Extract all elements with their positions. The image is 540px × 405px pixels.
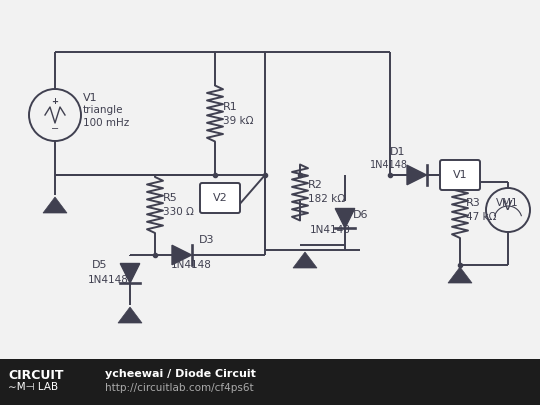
FancyBboxPatch shape xyxy=(440,160,480,190)
Text: V2: V2 xyxy=(213,193,227,203)
Bar xyxy=(0,359,540,405)
Text: 1N4148: 1N4148 xyxy=(310,225,351,235)
Text: −: − xyxy=(51,124,59,134)
Polygon shape xyxy=(335,209,355,228)
Text: 1N4148: 1N4148 xyxy=(171,260,212,270)
Polygon shape xyxy=(118,307,142,323)
Text: R3: R3 xyxy=(466,198,481,208)
Text: 100 mHz: 100 mHz xyxy=(83,118,129,128)
Text: 39 kΩ: 39 kΩ xyxy=(223,115,253,126)
Polygon shape xyxy=(43,197,67,213)
Text: http://circuitlab.com/cf4ps6t: http://circuitlab.com/cf4ps6t xyxy=(105,383,254,393)
Text: V1: V1 xyxy=(83,93,98,103)
Text: 1N4148: 1N4148 xyxy=(370,160,408,170)
Polygon shape xyxy=(293,252,317,268)
Polygon shape xyxy=(172,245,192,265)
Text: R5: R5 xyxy=(163,193,178,203)
FancyBboxPatch shape xyxy=(200,183,240,213)
Polygon shape xyxy=(448,267,472,283)
Text: 182 kΩ: 182 kΩ xyxy=(308,194,345,205)
Text: ycheewai / Diode Circuit: ycheewai / Diode Circuit xyxy=(105,369,256,379)
Text: 47 kΩ: 47 kΩ xyxy=(466,212,496,222)
Text: +: + xyxy=(51,98,58,107)
Text: D5: D5 xyxy=(92,260,107,270)
Text: V: V xyxy=(503,199,513,213)
Text: ∼Μ⊣ LAB: ∼Μ⊣ LAB xyxy=(8,382,58,392)
Polygon shape xyxy=(407,165,427,185)
Polygon shape xyxy=(120,264,140,283)
Text: triangle: triangle xyxy=(83,105,124,115)
Text: D1: D1 xyxy=(390,147,406,157)
Text: D3: D3 xyxy=(199,235,214,245)
Text: R1: R1 xyxy=(223,102,238,111)
Text: CIRCUIT: CIRCUIT xyxy=(8,369,64,382)
Text: D6: D6 xyxy=(353,210,368,220)
Text: V1: V1 xyxy=(453,170,467,180)
Text: VM1: VM1 xyxy=(496,198,518,208)
Text: 330 Ω: 330 Ω xyxy=(163,207,194,217)
Text: 1N4148: 1N4148 xyxy=(88,275,129,285)
Text: R2: R2 xyxy=(308,181,323,190)
